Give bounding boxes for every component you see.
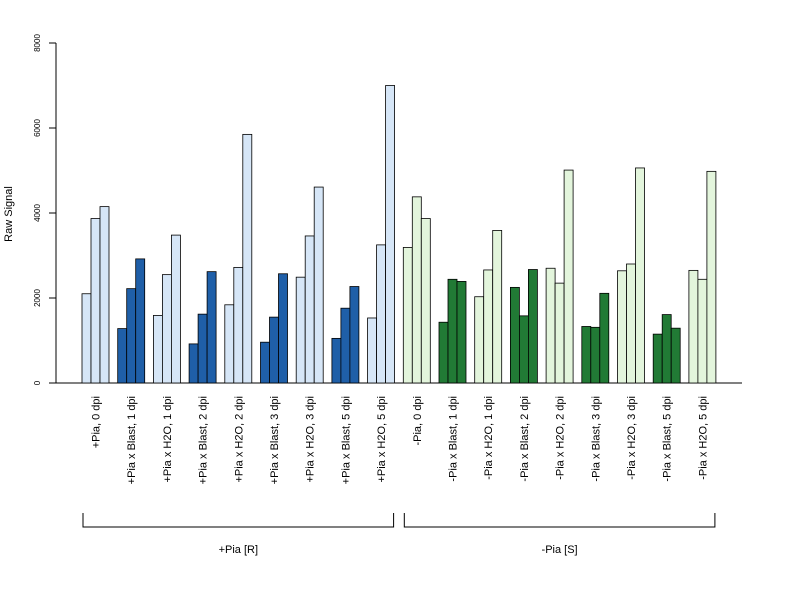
x-tick-label: -Pia x H2O, 3 dpi xyxy=(626,396,638,480)
bar xyxy=(599,292,610,384)
group-bracket xyxy=(82,513,395,528)
y-tick-label: 8000 xyxy=(33,34,42,52)
group-label: +Pia [R] xyxy=(219,544,258,556)
bar xyxy=(554,282,565,384)
bar xyxy=(135,258,146,384)
bar xyxy=(688,269,699,384)
bar xyxy=(590,326,601,384)
bar xyxy=(411,196,422,384)
bar xyxy=(492,230,503,384)
group-brackets: +Pia [R] -Pia [S] xyxy=(82,513,716,556)
bar xyxy=(197,313,208,384)
x-tick-label: -Pia x Blast, 3 dpi xyxy=(590,396,602,482)
x-tick-label: +Pia x H2O, 5 dpi xyxy=(376,396,388,483)
bar xyxy=(617,270,627,384)
bar xyxy=(581,326,592,384)
bar xyxy=(233,266,244,384)
x-tick-label: +Pia x Blast, 3 dpi xyxy=(269,396,281,484)
bar xyxy=(483,269,494,384)
bar xyxy=(349,286,360,384)
x-tick-label: +Pia x Blast, 2 dpi xyxy=(198,396,210,484)
bar xyxy=(563,169,574,384)
bars xyxy=(81,85,717,384)
group-label: -Pia [S] xyxy=(542,544,578,556)
bar xyxy=(697,278,708,384)
x-tick-label: -Pia x Blast, 2 dpi xyxy=(519,396,531,482)
bar xyxy=(635,167,645,384)
x-tick-label: +Pia x H2O, 2 dpi xyxy=(233,396,245,483)
bar xyxy=(438,321,449,384)
bar xyxy=(626,263,636,384)
bar xyxy=(161,274,172,384)
bar xyxy=(528,269,538,384)
bar xyxy=(652,333,663,384)
x-tick-label: -Pia x Blast, 1 dpi xyxy=(448,396,460,482)
bar xyxy=(278,273,288,384)
x-tick-label: +Pia x H2O, 3 dpi xyxy=(305,396,317,483)
bar xyxy=(509,286,520,384)
x-tick-label: +Pia x Blast, 5 dpi xyxy=(340,396,352,484)
bar xyxy=(706,170,717,384)
x-tick-label: -Pia x H2O, 1 dpi xyxy=(483,396,495,480)
bar xyxy=(670,327,681,384)
bar xyxy=(81,293,92,384)
y-tick-label: 4000 xyxy=(33,204,42,222)
bar xyxy=(385,85,396,384)
bar xyxy=(340,307,351,384)
x-axis-labels: +Pia, 0 dpi +Pia x Blast, 1 dpi +Pia x H2O… xyxy=(91,396,710,484)
bar xyxy=(152,315,163,384)
bar xyxy=(188,343,199,384)
x-tick-label: -Pia, 0 dpi xyxy=(412,396,424,446)
bar xyxy=(126,288,137,384)
bar xyxy=(269,316,279,384)
x-tick-label: -Pia x H2O, 2 dpi xyxy=(555,396,567,480)
bar xyxy=(331,337,342,384)
bar xyxy=(99,206,110,384)
bar xyxy=(545,267,556,384)
bar xyxy=(456,281,467,384)
group-bracket xyxy=(403,513,716,528)
bar xyxy=(420,218,431,384)
y-tick-label: 2000 xyxy=(33,289,42,307)
y-tick-label: 0 xyxy=(33,380,42,385)
bar xyxy=(206,271,217,384)
x-tick-label: -Pia x Blast, 5 dpi xyxy=(662,396,674,482)
y-tick-label: 6000 xyxy=(33,119,42,137)
bar xyxy=(295,276,306,384)
bar xyxy=(304,235,315,384)
bar xyxy=(519,315,529,384)
bar xyxy=(90,218,101,384)
bar xyxy=(242,133,253,384)
bar xyxy=(474,296,485,384)
bar xyxy=(367,317,378,384)
bar xyxy=(661,314,672,384)
bar xyxy=(117,328,128,384)
x-tick-label: -Pia x H2O, 5 dpi xyxy=(697,396,709,480)
bar xyxy=(376,244,387,384)
y-axis-title: Raw Signal xyxy=(3,186,15,242)
x-tick-label: +Pia x H2O, 1 dpi xyxy=(162,396,174,483)
bar xyxy=(224,304,235,384)
x-tick-label: +Pia x Blast, 1 dpi xyxy=(126,396,138,484)
x-tick-label: +Pia, 0 dpi xyxy=(91,396,103,448)
bar xyxy=(447,278,458,384)
bar xyxy=(313,186,324,384)
bar xyxy=(402,247,413,384)
bar xyxy=(260,341,270,384)
bar xyxy=(170,234,181,384)
